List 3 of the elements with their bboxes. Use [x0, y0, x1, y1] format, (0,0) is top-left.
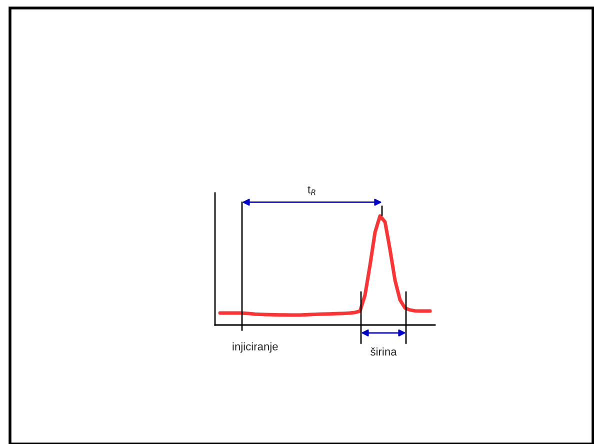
text: širina	[370, 347, 397, 356]
text: t$_{R}$	[308, 186, 316, 196]
text: injiciranje	[232, 342, 278, 353]
